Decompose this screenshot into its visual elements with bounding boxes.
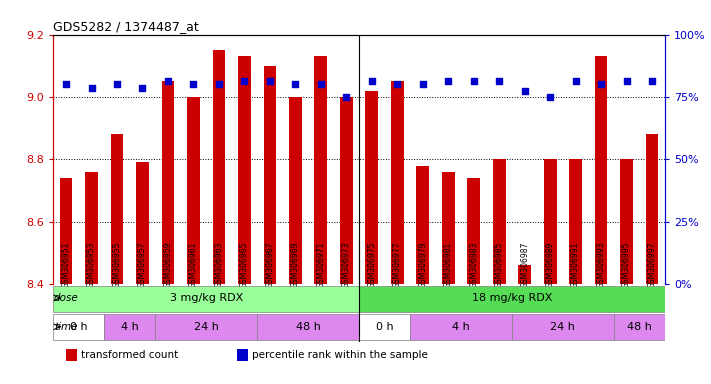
Point bbox=[264, 78, 276, 84]
Point bbox=[493, 78, 505, 84]
Bar bbox=[187, 97, 200, 284]
Point bbox=[366, 78, 378, 84]
Point bbox=[519, 88, 530, 94]
Point bbox=[60, 81, 72, 88]
Bar bbox=[544, 159, 557, 284]
Bar bbox=[237, 349, 247, 361]
Point bbox=[162, 78, 173, 84]
Bar bbox=[359, 286, 665, 311]
Bar bbox=[238, 56, 251, 284]
Point bbox=[595, 81, 606, 88]
Text: percentile rank within the sample: percentile rank within the sample bbox=[252, 350, 428, 360]
Bar bbox=[417, 166, 429, 284]
Point bbox=[289, 81, 301, 88]
Bar bbox=[155, 314, 257, 340]
Point bbox=[468, 78, 479, 84]
Bar bbox=[614, 314, 665, 340]
Text: 3 mg/kg RDX: 3 mg/kg RDX bbox=[169, 293, 243, 303]
Text: 4 h: 4 h bbox=[452, 322, 470, 332]
Bar bbox=[53, 286, 359, 311]
Bar bbox=[493, 159, 506, 284]
Text: 48 h: 48 h bbox=[627, 322, 652, 332]
Bar bbox=[213, 50, 225, 284]
Point bbox=[442, 78, 454, 84]
Text: time: time bbox=[54, 322, 77, 332]
Point bbox=[545, 94, 556, 100]
Bar bbox=[85, 172, 98, 284]
Bar bbox=[60, 178, 73, 284]
Bar bbox=[391, 81, 404, 284]
Text: transformed count: transformed count bbox=[81, 350, 178, 360]
Point bbox=[341, 94, 352, 100]
Bar bbox=[340, 97, 353, 284]
Point bbox=[315, 81, 326, 88]
Text: 0 h: 0 h bbox=[70, 322, 87, 332]
Bar bbox=[53, 314, 105, 340]
Bar bbox=[410, 314, 512, 340]
Bar bbox=[620, 159, 633, 284]
Text: 48 h: 48 h bbox=[296, 322, 321, 332]
Text: 4 h: 4 h bbox=[121, 322, 139, 332]
Point bbox=[392, 81, 403, 88]
Text: 0 h: 0 h bbox=[375, 322, 393, 332]
Point bbox=[570, 78, 582, 84]
Point bbox=[239, 78, 250, 84]
Bar bbox=[467, 178, 480, 284]
Bar bbox=[161, 81, 174, 284]
Bar bbox=[359, 314, 410, 340]
Text: GDS5282 / 1374487_at: GDS5282 / 1374487_at bbox=[53, 20, 199, 33]
Text: dose: dose bbox=[54, 293, 79, 303]
Bar bbox=[136, 162, 149, 284]
Bar bbox=[512, 314, 614, 340]
Bar bbox=[264, 66, 277, 284]
Bar bbox=[111, 134, 124, 284]
Bar bbox=[518, 265, 531, 284]
Text: 24 h: 24 h bbox=[550, 322, 575, 332]
Bar bbox=[314, 56, 327, 284]
Point bbox=[112, 81, 123, 88]
Bar bbox=[570, 159, 582, 284]
Text: 24 h: 24 h bbox=[194, 322, 218, 332]
Point bbox=[86, 84, 97, 91]
Bar bbox=[105, 314, 155, 340]
Bar bbox=[442, 172, 454, 284]
Point bbox=[213, 81, 225, 88]
Text: 18 mg/kg RDX: 18 mg/kg RDX bbox=[471, 293, 552, 303]
Bar bbox=[257, 314, 359, 340]
Point bbox=[621, 78, 632, 84]
Bar bbox=[646, 134, 658, 284]
Point bbox=[188, 81, 199, 88]
Bar bbox=[65, 349, 77, 361]
Point bbox=[137, 84, 148, 91]
Point bbox=[417, 81, 429, 88]
Bar bbox=[365, 91, 378, 284]
Bar bbox=[289, 97, 301, 284]
Bar bbox=[594, 56, 607, 284]
Point bbox=[646, 78, 658, 84]
